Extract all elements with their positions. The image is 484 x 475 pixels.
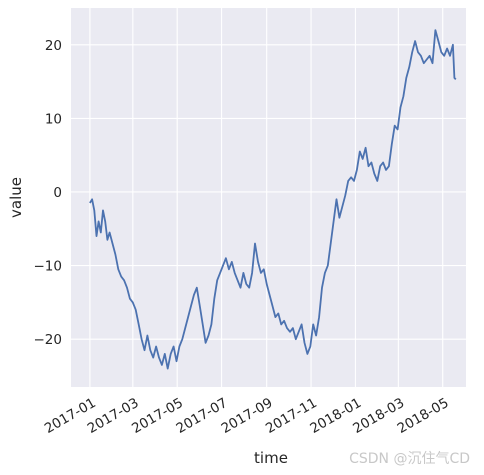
x-tick-label: 2018-05	[395, 395, 452, 437]
grid-lines	[71, 8, 466, 387]
y-tick-label: 20	[45, 38, 62, 54]
y-axis-ticks: −20 −10 0 10 20	[34, 38, 63, 348]
watermark-text: CSDN @沉住气CD	[349, 451, 470, 467]
y-tick-label: −20	[34, 332, 63, 348]
y-tick-label: −10	[34, 259, 63, 275]
x-axis-label: time	[254, 449, 288, 467]
series-line	[89, 29, 457, 370]
y-tick-label: 10	[45, 111, 62, 127]
y-axis-label: value	[7, 177, 25, 218]
plot-area	[71, 8, 466, 387]
x-axis-ticks: 2017-012017-032017-052017-072017-092017-…	[42, 395, 452, 437]
y-tick-label: 0	[53, 185, 62, 201]
